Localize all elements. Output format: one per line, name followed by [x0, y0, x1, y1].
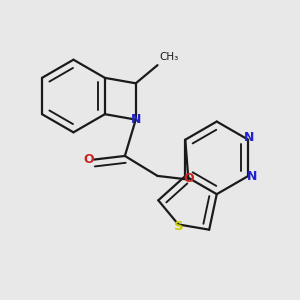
- Text: CH₃: CH₃: [160, 52, 179, 62]
- Text: N: N: [244, 131, 254, 144]
- Text: O: O: [84, 153, 94, 166]
- Text: O: O: [183, 172, 194, 185]
- Text: N: N: [247, 169, 257, 182]
- Text: N: N: [130, 113, 141, 126]
- Text: S: S: [175, 220, 184, 233]
